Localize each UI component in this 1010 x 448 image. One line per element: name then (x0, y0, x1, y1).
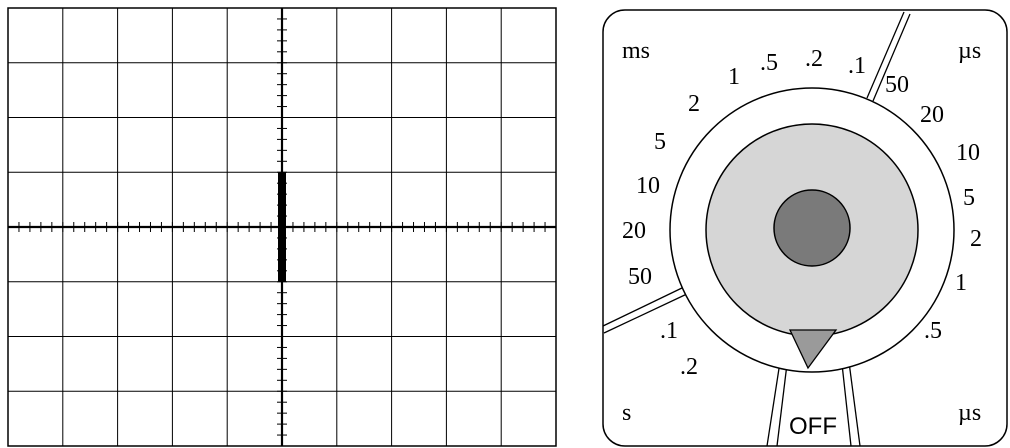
dial-label-ms-50[interactable]: 50 (628, 264, 652, 290)
dial-label-us-1[interactable]: 1 (955, 270, 967, 296)
dial-label-ms-0.1[interactable]: .1 (848, 53, 866, 79)
dial-label-us-20[interactable]: 20 (920, 102, 944, 128)
dial-label-ms-0.5[interactable]: .5 (760, 50, 778, 76)
unit-label-ms: ms (622, 38, 650, 64)
unit-label-us-bottom: µs (958, 400, 981, 426)
dial-label-ms-2[interactable]: 2 (688, 91, 700, 117)
dial-label-us-5[interactable]: 5 (963, 185, 975, 211)
dial-label-s-0.1[interactable]: .1 (660, 318, 678, 344)
timebase-dial-panel: ms µs s µs OFF 1 .5 .2 .1 2 5 10 20 50 .… (603, 10, 1007, 446)
unit-label-s: s (622, 400, 631, 426)
unit-label-us-top: µs (958, 38, 981, 64)
dial-label-ms-1[interactable]: 1 (728, 64, 740, 90)
knob-center-cap (774, 190, 850, 266)
dial-label-ms-5[interactable]: 5 (654, 129, 666, 155)
dial-label-us-0.5[interactable]: .5 (924, 318, 942, 344)
dial-label-s-0.2[interactable]: .2 (680, 354, 698, 380)
dial-label-ms-20[interactable]: 20 (622, 218, 646, 244)
dial-label-us-10[interactable]: 10 (956, 140, 980, 166)
dial-label-us-50[interactable]: 50 (885, 72, 909, 98)
signal-trace (278, 172, 286, 282)
dial-label-ms-0.2[interactable]: .2 (805, 46, 823, 72)
dial-label-us-2[interactable]: 2 (970, 226, 982, 252)
off-label[interactable]: OFF (789, 413, 837, 440)
dial-label-ms-10[interactable]: 10 (636, 173, 660, 199)
scope-screen (8, 8, 556, 446)
